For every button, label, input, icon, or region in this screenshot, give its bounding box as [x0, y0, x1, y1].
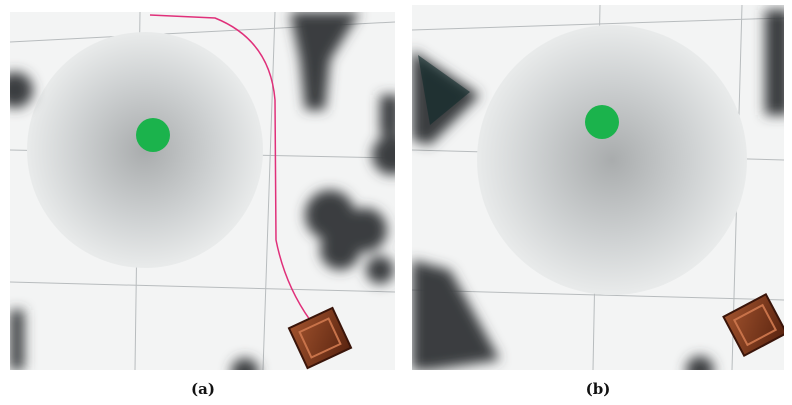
page: {"panels": [{"label": "(a)"}, {"label": … — [0, 0, 792, 405]
obstacle — [380, 95, 400, 135]
obstacle — [10, 310, 24, 370]
panel-a — [0, 12, 412, 386]
panel-label: (a) — [191, 380, 215, 398]
obstacle — [765, 10, 790, 115]
obstacle — [320, 230, 360, 270]
obstacle — [372, 135, 412, 175]
panel-b — [412, 5, 790, 384]
obstacle — [231, 358, 259, 386]
goal-marker — [136, 118, 170, 152]
costmap-radius — [477, 25, 747, 295]
panel-label: (b) — [586, 380, 611, 398]
goal-marker — [585, 105, 619, 139]
figure: (a) (b) — [0, 0, 792, 405]
obstacle — [366, 256, 394, 284]
obstacle — [686, 356, 714, 384]
